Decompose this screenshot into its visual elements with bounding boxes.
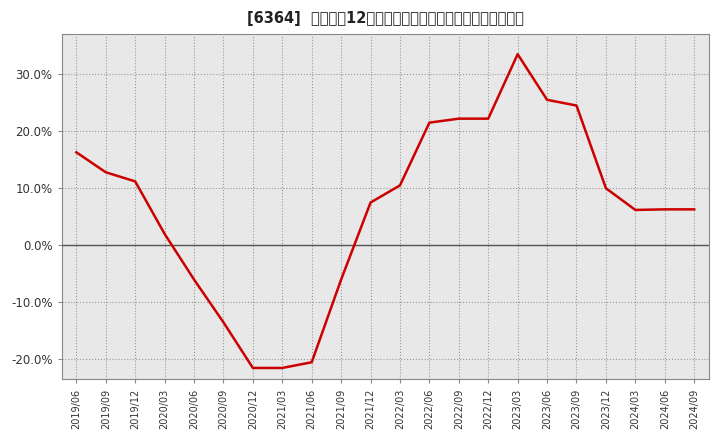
Title: [6364]  売上高の12か月移動合計の対前年同期増減率の推移: [6364] 売上高の12か月移動合計の対前年同期増減率の推移 — [247, 11, 523, 26]
